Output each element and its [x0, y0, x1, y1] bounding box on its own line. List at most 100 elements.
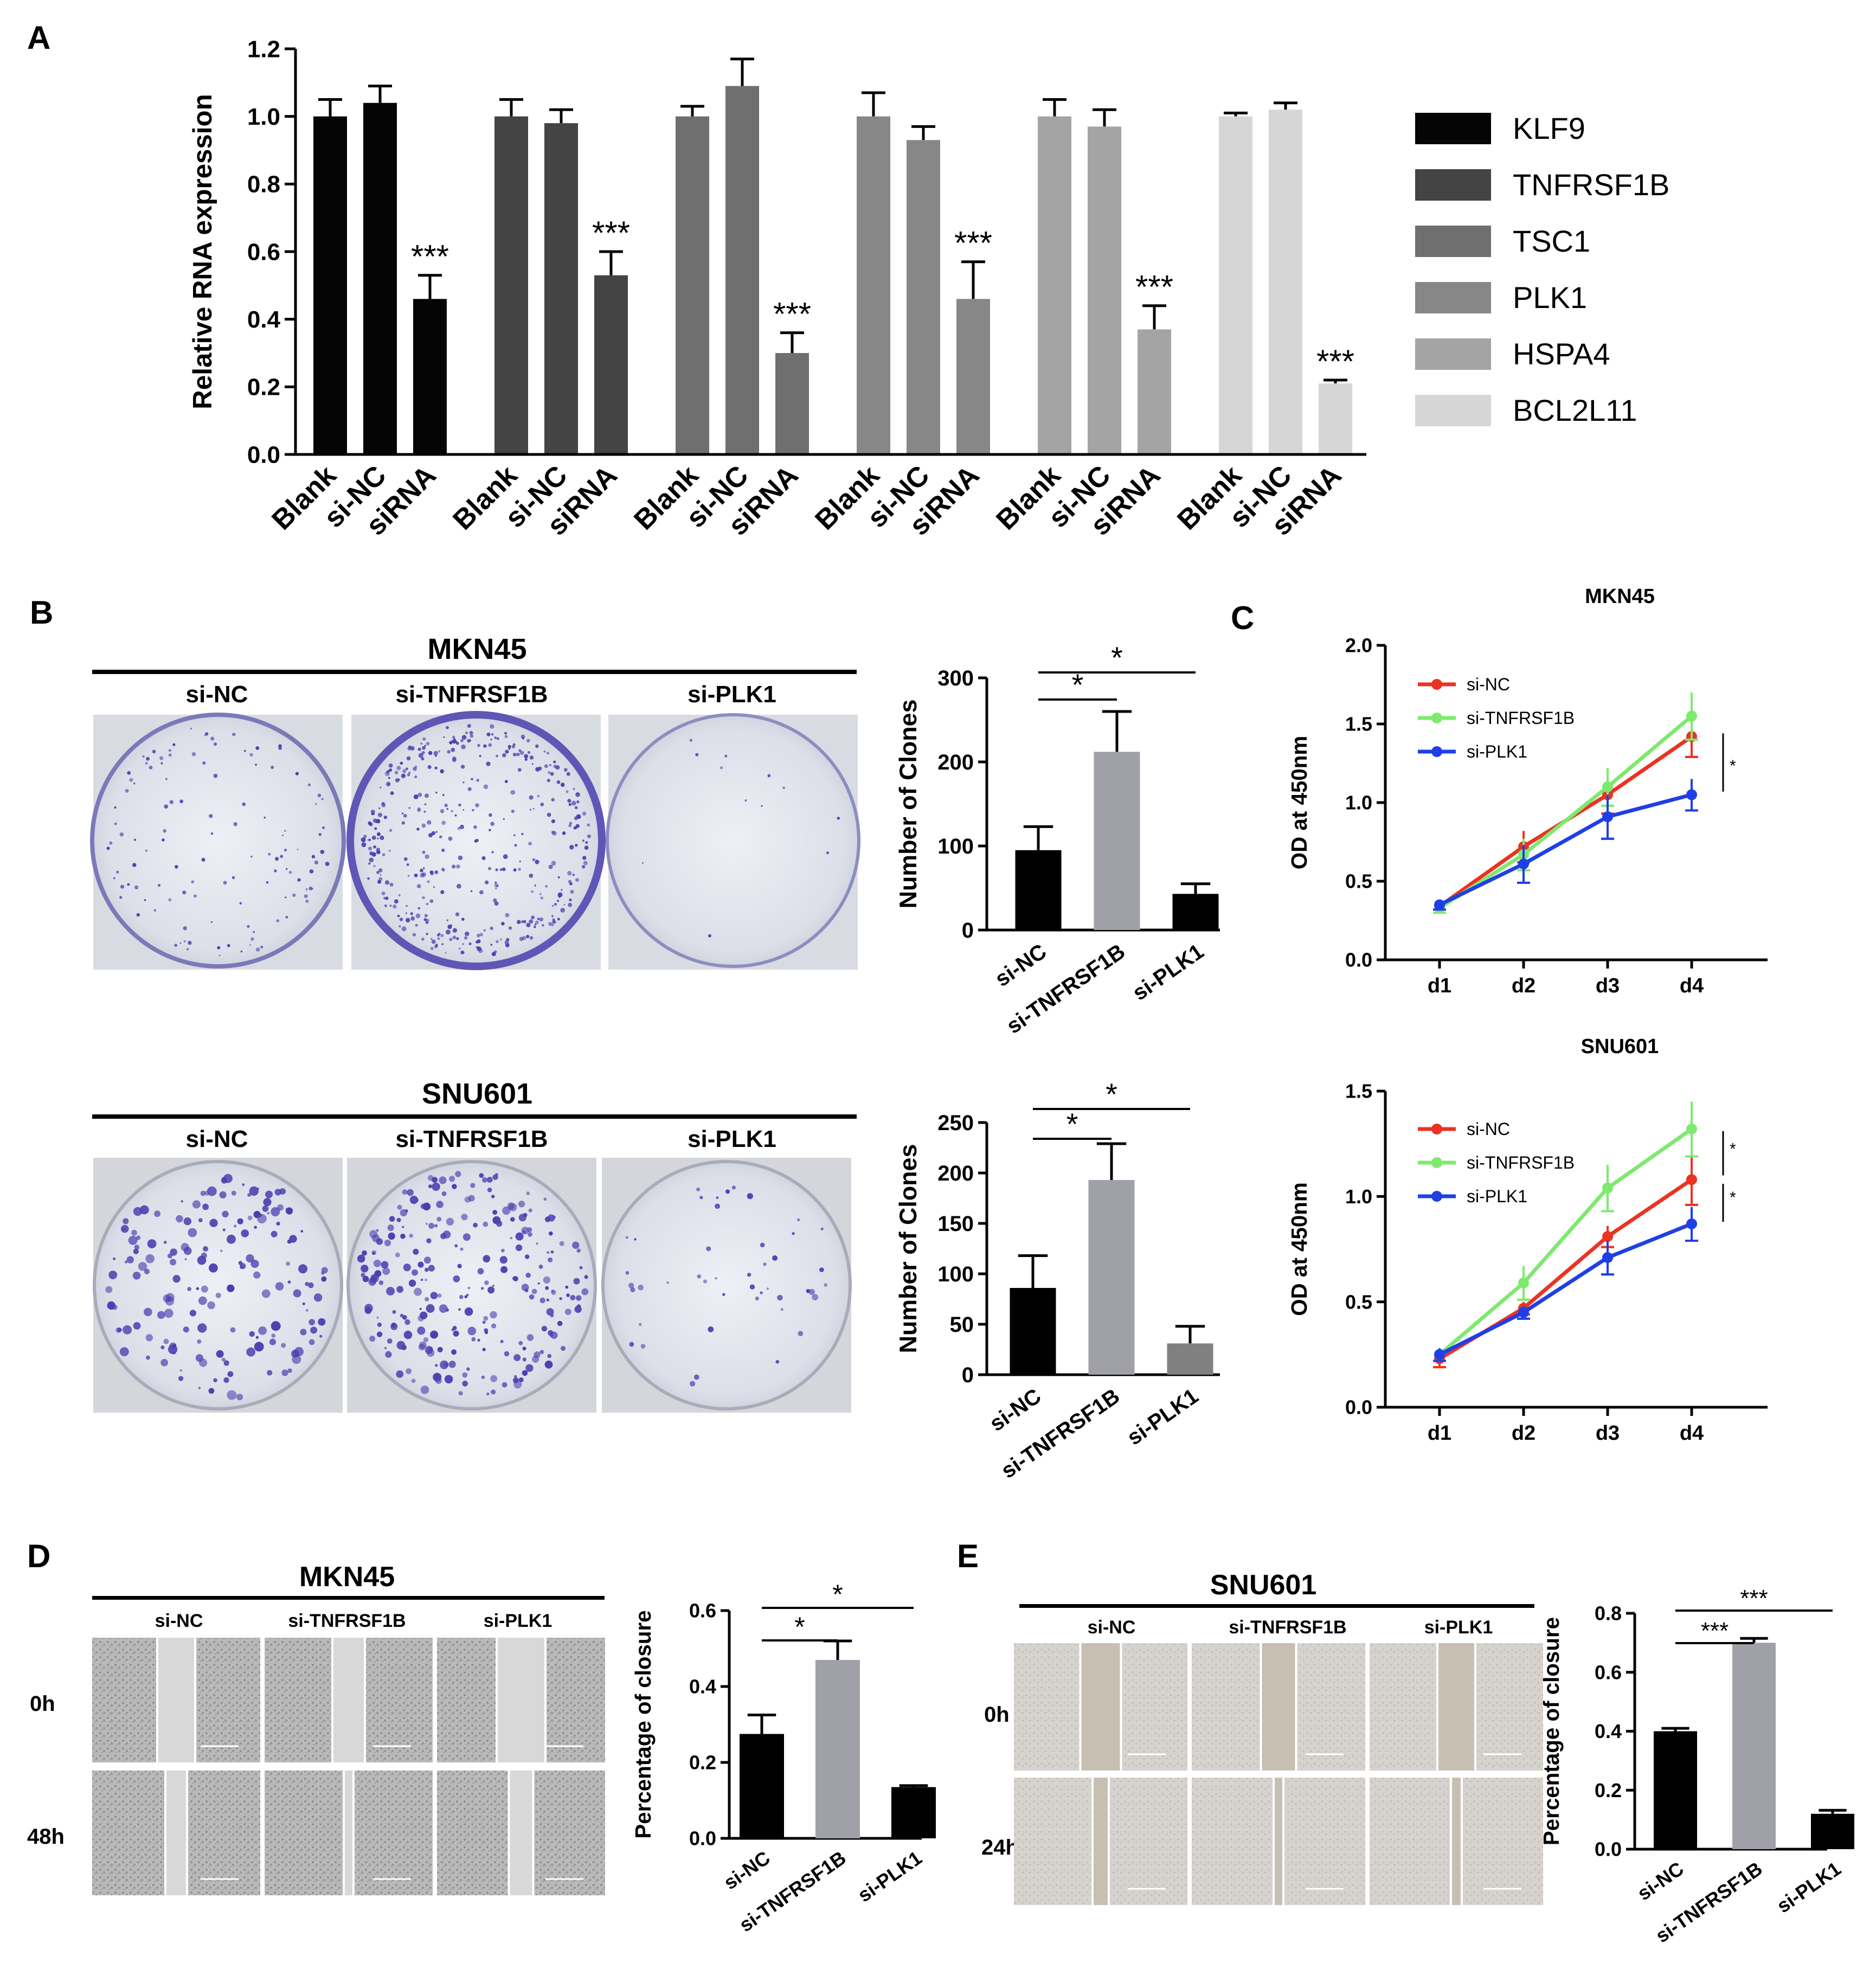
colony-dot [223, 1377, 229, 1383]
colony-dot [267, 1211, 270, 1215]
colony-dot [321, 798, 324, 800]
colony-dot [247, 925, 250, 928]
colony-dot [396, 1370, 404, 1378]
colony-dot [566, 772, 570, 776]
colony-dot [572, 874, 575, 876]
colony-dot [317, 793, 322, 798]
colony-dot [439, 1176, 447, 1184]
colony-dot [144, 1307, 152, 1317]
colony-dot [479, 890, 484, 895]
colony-dot [569, 898, 572, 902]
colony-dot [308, 1282, 314, 1288]
colony-dot [300, 1230, 304, 1233]
colony-dot [199, 1358, 208, 1367]
colony-dot [418, 753, 423, 758]
colony-dot [145, 762, 148, 765]
legend-label: BCL2L11 [1513, 393, 1637, 427]
colony-dot [439, 1304, 448, 1313]
colony-dot [565, 1285, 569, 1289]
colony-dot [183, 1217, 191, 1226]
colony-dot [451, 1349, 457, 1355]
colony-dot [523, 1213, 528, 1217]
series-line [1438, 714, 1693, 910]
data-point [1434, 1349, 1445, 1360]
colony-dot [280, 855, 284, 858]
colony-dot [534, 924, 537, 926]
colony-dot [157, 1311, 165, 1319]
colony-dot [536, 1242, 538, 1245]
colony-dot [568, 880, 572, 884]
colony-dot [423, 867, 425, 869]
colony-dot [377, 837, 379, 840]
colony-dot [763, 1262, 767, 1266]
y-tick-label: 0.2 [247, 374, 280, 401]
colony-dot [132, 863, 137, 867]
colony-dot [227, 1284, 235, 1292]
colony-dot [566, 790, 569, 793]
colony-dot [433, 886, 435, 888]
colony-dot [236, 1394, 243, 1401]
colony-dot [416, 884, 421, 888]
y-tick-label: 0.4 [689, 1676, 716, 1698]
colony-dot [434, 1224, 438, 1228]
colony-dot [551, 798, 555, 801]
colony-dot [167, 1253, 172, 1259]
colony-dot [475, 803, 479, 807]
colony-dot [505, 913, 510, 918]
colony-dot [412, 1269, 418, 1276]
colony-dot [440, 1233, 447, 1240]
colony-dot [487, 1286, 495, 1294]
colony-dot [373, 845, 376, 849]
colony-dot [537, 918, 540, 920]
colony-dot [198, 1296, 207, 1305]
colony-dot [508, 926, 512, 930]
legend-marker [1431, 679, 1442, 690]
data-point [1518, 1277, 1529, 1288]
colony-dot [230, 1327, 236, 1333]
colony-dot [217, 946, 221, 950]
legend-label: si-PLK1 [1467, 742, 1527, 761]
colony-dot [406, 767, 408, 771]
colony-dot [546, 1298, 550, 1301]
colony-dot [222, 1228, 226, 1232]
colony-dot [437, 933, 440, 937]
colony-dot [422, 746, 426, 750]
colony-dot [188, 940, 192, 945]
colony-dot [551, 924, 554, 926]
colony-dot [401, 1344, 407, 1350]
colony-dot [470, 1183, 476, 1188]
x-tick-label: d1 [1428, 1422, 1451, 1445]
colony-dot [190, 728, 192, 730]
colony-dot [453, 740, 457, 743]
colony-dot [547, 812, 551, 817]
colony-dot [563, 768, 568, 772]
colony-dot [454, 1244, 458, 1248]
colony-dot [527, 751, 531, 754]
colony-dot [176, 1215, 183, 1223]
colony-dot [444, 804, 448, 807]
panel-b-snu601-images: SNU601 si-NC si-TNFRSF1B si-PLK1 [92, 1078, 857, 1413]
colony-dot [400, 761, 403, 765]
x-tick-label: d4 [1680, 974, 1704, 997]
colony-dot [519, 937, 524, 941]
colony-dot [123, 1325, 132, 1335]
colony-dot [462, 781, 465, 784]
colony-dot [837, 817, 840, 820]
colony-dot [629, 1342, 634, 1347]
colony-dot [125, 789, 129, 793]
colony-dot [444, 1375, 453, 1384]
colony-dot [490, 926, 493, 930]
colony-dot [749, 1284, 755, 1290]
colony-dot [423, 1256, 431, 1264]
colony-dot [777, 1294, 783, 1301]
bar [1167, 1343, 1213, 1375]
colony-dot [492, 1174, 498, 1180]
colony-dot [415, 1198, 419, 1202]
colony-dot [490, 1311, 497, 1319]
y-tick-label: 1.0 [1345, 792, 1372, 814]
colony-dot [429, 870, 434, 875]
colony-dot [575, 844, 578, 847]
colony-dot [520, 751, 524, 755]
colony-dot [434, 766, 438, 770]
